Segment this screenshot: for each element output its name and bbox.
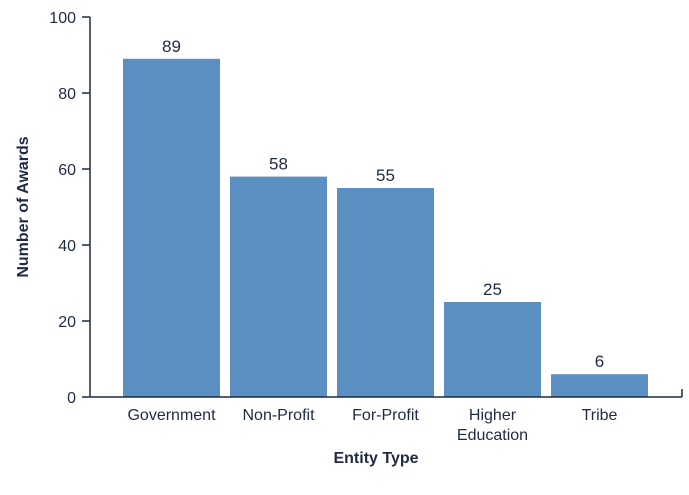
y-tick-label: 60 bbox=[58, 162, 76, 179]
bars bbox=[123, 58, 648, 398]
x-axis-tick-labels: Government Non-Profit For-Profit Higher Educ… bbox=[127, 407, 617, 444]
x-tick-label: Government bbox=[127, 407, 216, 424]
x-axis-title: Entity Type bbox=[333, 450, 418, 467]
bar-value-label: 89 bbox=[162, 37, 181, 56]
bar bbox=[551, 374, 648, 397]
data-labels: 89 58 55 25 6 bbox=[162, 37, 604, 371]
bar bbox=[444, 302, 541, 397]
y-tick-label: 0 bbox=[67, 390, 76, 407]
x-tick-label: Higher Education bbox=[457, 407, 528, 444]
bar-value-label: 58 bbox=[269, 155, 288, 174]
bar-value-label: 55 bbox=[376, 166, 395, 185]
bar-value-label: 6 bbox=[595, 352, 604, 371]
x-tick-label: Non-Profit bbox=[242, 407, 315, 424]
x-tick-label: Tribe bbox=[582, 407, 618, 424]
y-tick-label: 40 bbox=[58, 238, 76, 255]
y-tick-label: 20 bbox=[58, 314, 76, 331]
x-tick-label: For-Profit bbox=[352, 407, 419, 424]
y-axis-ticks: 0 20 40 60 80 100 bbox=[49, 10, 683, 407]
bar bbox=[337, 188, 434, 397]
y-tick-label: 100 bbox=[49, 10, 76, 27]
y-tick-label: 80 bbox=[58, 86, 76, 103]
bar bbox=[123, 58, 220, 398]
y-axis-title: Number of Awards bbox=[15, 136, 32, 277]
bar bbox=[230, 176, 327, 397]
bar-value-label: 25 bbox=[483, 280, 502, 299]
